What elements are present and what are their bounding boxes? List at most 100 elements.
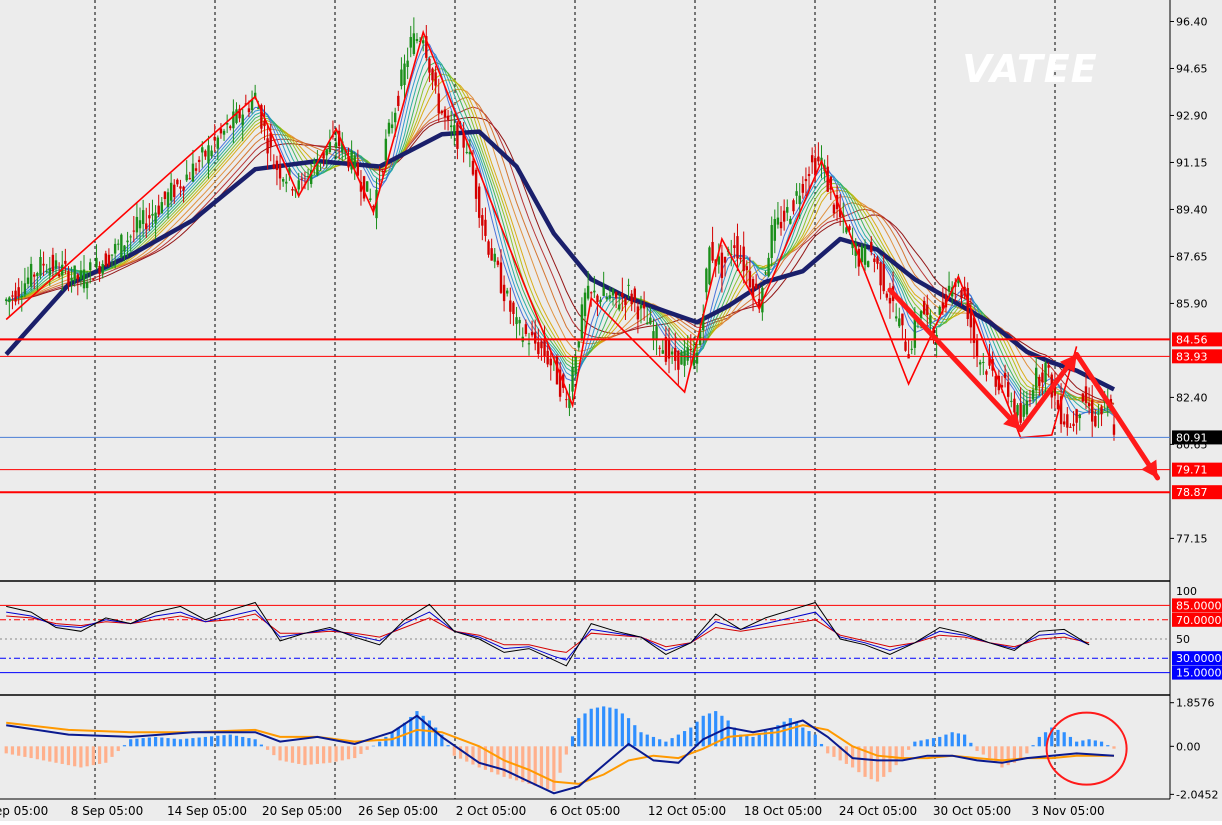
candle-body — [590, 292, 593, 294]
candle-body — [810, 155, 814, 163]
candle-body — [969, 311, 973, 328]
candle-body — [166, 192, 170, 208]
candle-body — [695, 352, 699, 364]
candle-body — [814, 158, 817, 176]
macd-histogram-bar — [639, 732, 643, 747]
candle-body — [207, 145, 210, 164]
oscillator-tick-label: 50 — [1176, 633, 1190, 646]
candle-body — [894, 316, 898, 319]
macd-histogram-bar — [315, 746, 319, 764]
macd-histogram-bar — [527, 746, 531, 784]
candle-body — [879, 262, 882, 286]
macd-histogram-bar — [384, 736, 388, 747]
candle-body — [191, 163, 195, 182]
candle-body — [605, 297, 608, 300]
candle-body — [285, 181, 288, 184]
candle-body — [614, 291, 618, 299]
macd-histogram-bar — [483, 746, 488, 770]
macd-histogram-bar — [191, 738, 195, 747]
macd-histogram-bar — [1037, 736, 1041, 747]
trend-arrow-shaft — [887, 287, 1024, 433]
macd-histogram-bar — [48, 746, 52, 762]
candle-body — [596, 295, 599, 303]
macd-histogram-bar — [365, 746, 369, 750]
candle-body — [393, 112, 397, 123]
candle-body — [978, 362, 982, 365]
macd-histogram-bar — [658, 739, 662, 747]
candle-body — [686, 347, 689, 361]
candle-body — [107, 254, 111, 266]
oscillator-level-box — [1172, 665, 1222, 680]
candle-body — [5, 299, 8, 301]
candle-body — [795, 191, 798, 196]
candle-body — [387, 122, 391, 134]
candle-body — [487, 241, 490, 255]
macd-histogram-bar — [41, 746, 46, 761]
macd-histogram-bar — [944, 734, 948, 747]
oscillator-level-label: 30.0000 — [1176, 652, 1222, 665]
candle-body — [621, 293, 624, 297]
macd-histogram-bar — [807, 731, 811, 747]
ribbon-ma-line — [6, 88, 1115, 408]
macd-histogram-bar — [701, 715, 705, 747]
candle-body — [219, 128, 223, 134]
macd-main-line — [6, 714, 1115, 795]
macd-histogram-bar — [714, 711, 718, 747]
candle-body — [599, 299, 602, 303]
candle-body — [98, 265, 101, 274]
candle-body — [1013, 398, 1016, 413]
macd-histogram-bar — [334, 746, 338, 762]
macd-histogram-bar — [496, 746, 500, 775]
candle-body — [767, 257, 770, 277]
candle-body — [126, 240, 129, 243]
price-axis: 96.40 94.65 92.90 91.15 89.40 87.65 85.90 82.40… — [1170, 0, 1222, 801]
candle-body — [431, 68, 434, 81]
macd-histogram-bar — [689, 727, 693, 747]
candle-body — [1087, 402, 1091, 407]
oscillator-level-box — [1172, 598, 1222, 613]
macd-histogram-bar — [975, 746, 979, 752]
price-tick-label: 85.90 — [1176, 297, 1208, 310]
candle-body — [577, 341, 580, 348]
macd-histogram-bar — [969, 742, 973, 747]
candle-body — [257, 108, 260, 110]
macd-histogram-bar — [913, 741, 917, 747]
macd-histogram-bar — [228, 734, 232, 747]
candle-body — [898, 318, 901, 327]
price-tick-label: 94.65 — [1176, 62, 1208, 75]
candle-body — [885, 293, 889, 298]
macd-histogram-bar — [54, 746, 58, 763]
candle-body — [742, 246, 745, 272]
candle-body — [1000, 385, 1004, 388]
macd-histogram-bar — [1106, 745, 1110, 747]
candle-body — [443, 109, 447, 118]
macd-histogram-bar — [160, 737, 164, 747]
candle-body — [369, 198, 372, 200]
candle-body — [496, 260, 500, 265]
macd-histogram-bar — [1006, 746, 1010, 766]
macd-histogram-bar — [1112, 746, 1116, 749]
candle-body — [362, 176, 366, 199]
macd-histogram-bar — [819, 743, 824, 747]
candle-body — [779, 221, 783, 229]
candle-body — [670, 351, 674, 355]
macd-histogram-bar — [303, 746, 307, 766]
macd-histogram-bar — [676, 734, 680, 747]
candle-body — [1091, 400, 1094, 422]
candle-body — [353, 155, 356, 169]
candle-body — [381, 170, 384, 173]
macd-histogram-bar — [707, 713, 712, 747]
candle-body — [736, 236, 739, 259]
ribbon-ma-line — [6, 48, 1115, 415]
macd-histogram-bar — [521, 746, 525, 783]
candle-body — [213, 136, 216, 141]
candle-body — [365, 181, 369, 192]
macd-histogram-bar — [626, 718, 631, 747]
ribbon-ma-line — [6, 73, 1115, 415]
candle-body — [770, 225, 773, 258]
price-label: 79.71 — [1176, 464, 1208, 477]
candle-body — [705, 268, 708, 293]
candle-body — [929, 315, 932, 323]
macd-histogram-bar — [359, 746, 363, 754]
macd-histogram-bar — [203, 736, 207, 747]
